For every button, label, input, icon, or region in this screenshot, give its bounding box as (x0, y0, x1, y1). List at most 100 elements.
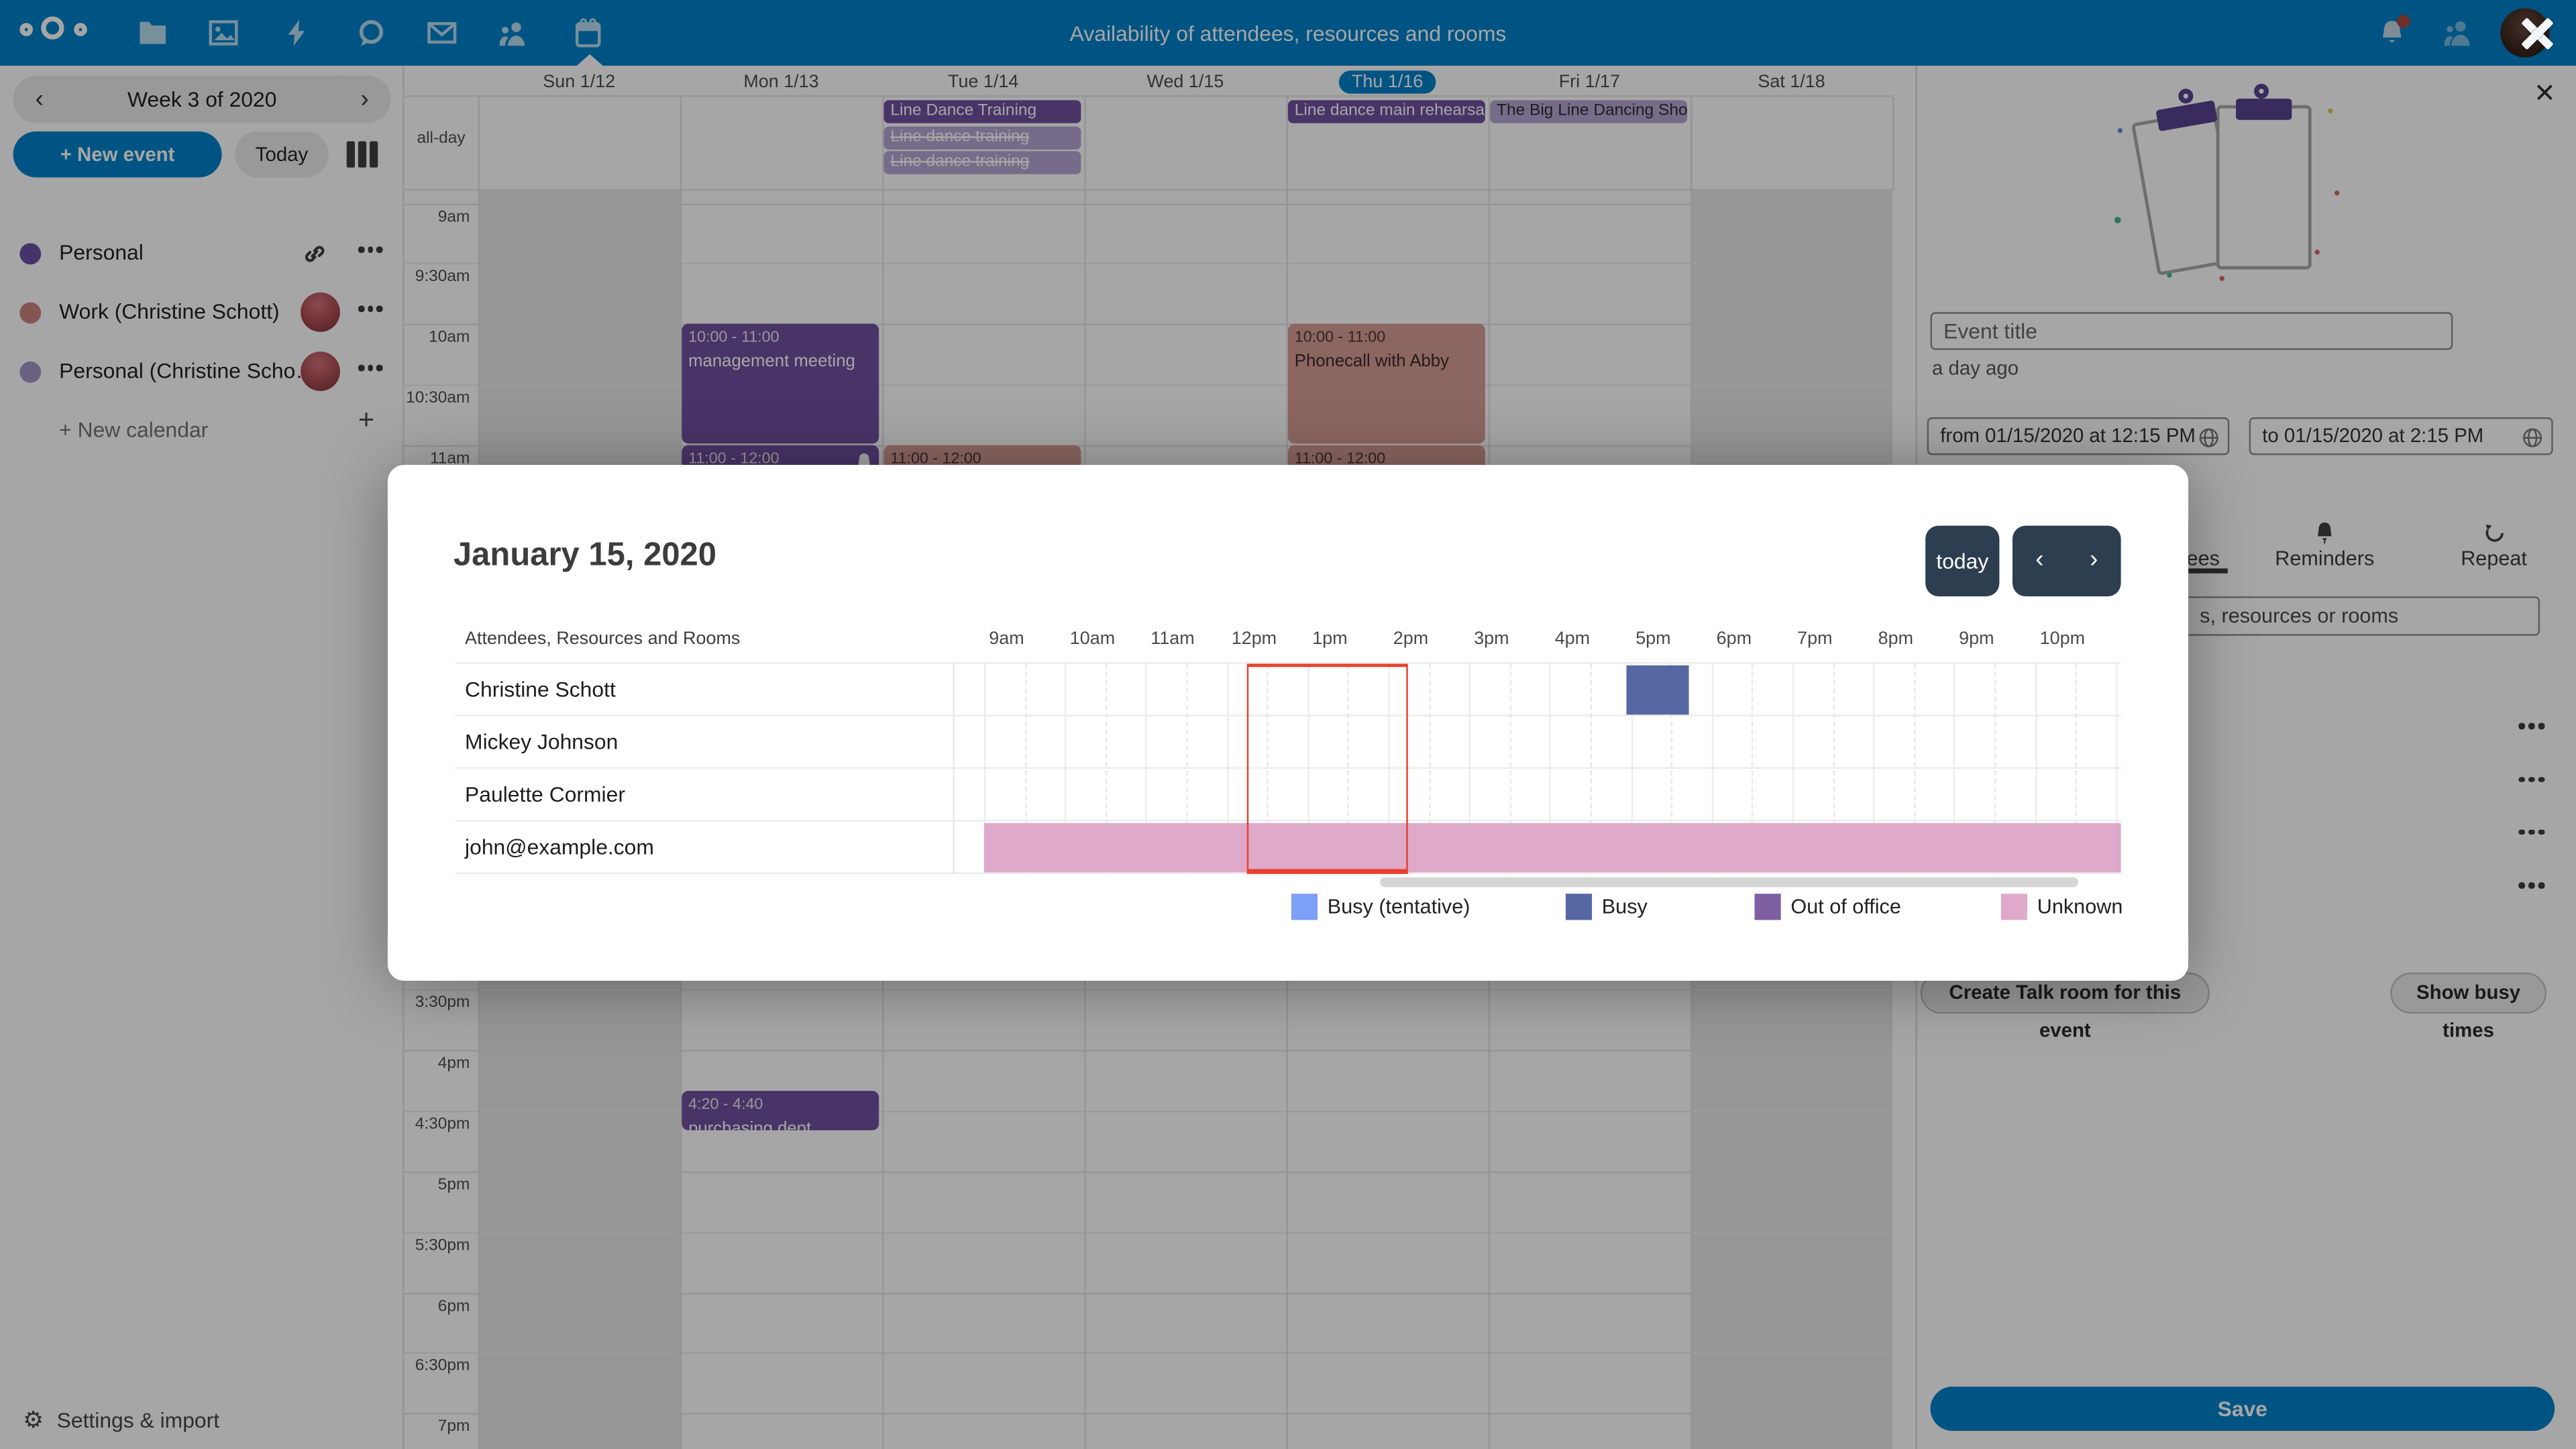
show-busy-times-button[interactable]: Show busy times (2390, 972, 2546, 1042)
allday-event[interactable]: The Big Line Dancing Show (1490, 100, 1688, 123)
week-event[interactable]: 10:00 - 11:00 Phonecall with Abby (1288, 323, 1485, 443)
availability-modal: January 15, 2020 today ‹ › Attendees, Re… (387, 465, 2189, 981)
today-day-pill: Thu 1/16 (1338, 70, 1436, 93)
time-axis-label: 9am (989, 629, 1024, 649)
week-event[interactable]: 10:00 - 11:00 management meeting (682, 323, 879, 443)
attendee-menu-icon[interactable] (2518, 720, 2544, 733)
calendar-color-dot (19, 242, 42, 264)
calendar-name: Personal (59, 239, 144, 265)
notification-dot (2397, 15, 2410, 28)
close-icon[interactable]: ✕ (2534, 80, 2556, 109)
calendar-menu-icon[interactable] (358, 246, 384, 260)
event-title: Phonecall with Abby (1294, 352, 1449, 372)
tab-repeat[interactable]: Repeat (2420, 523, 2567, 572)
talk-icon[interactable] (356, 18, 386, 48)
horizontal-scrollbar[interactable] (1380, 877, 2078, 888)
legend-label: Unknown (2037, 895, 2123, 918)
attendee-row-name: john@example.com (465, 835, 654, 859)
attendee-menu-icon[interactable] (2518, 879, 2544, 892)
tab-reminders[interactable]: Reminders (2251, 522, 2398, 572)
availability-grid[interactable] (958, 663, 2121, 874)
modal-nav-buttons[interactable]: ‹ › (2012, 525, 2121, 596)
time-axis-label: 8pm (1878, 629, 1914, 649)
time-gutter-label: 3:30pm (415, 994, 470, 1013)
activity-icon[interactable] (282, 18, 312, 48)
legend-swatch (1754, 894, 1781, 920)
next-week-icon[interactable]: › (360, 85, 369, 113)
attendee-menu-icon[interactable] (2518, 826, 2544, 839)
contacts-icon[interactable] (498, 18, 527, 48)
new-calendar-plus-icon[interactable]: + (358, 404, 375, 435)
previous-week-icon[interactable]: ‹ (35, 85, 44, 113)
allday-event[interactable]: Line Dance Training (883, 100, 1081, 123)
event-title: purchasing dept (688, 1118, 812, 1130)
share-link-icon[interactable] (303, 241, 327, 266)
attendee-row-name: Christine Schott (465, 676, 616, 702)
event-title-input[interactable]: Event title (1930, 312, 2453, 350)
mail-icon[interactable] (427, 18, 457, 48)
calendar-icon[interactable] (574, 18, 603, 48)
time-gutter-label: 7pm (437, 1418, 470, 1437)
nextcloud-logo-icon[interactable] (19, 13, 95, 53)
time-axis: 9am 10am 11am 12pm 1pm 2pm 3pm 4pm 5pm 6pm 7pm 8pm 9… (958, 625, 2121, 661)
selected-timeslot-outline (1246, 663, 1409, 874)
next-day-icon[interactable]: › (2090, 545, 2098, 574)
calendar-list-item[interactable]: Personal (Christine Scho… (0, 341, 404, 400)
attendee-menu-icon[interactable] (2518, 773, 2544, 786)
day-header-sun: Sun 1/12 (543, 71, 616, 91)
time-axis-label: 10am (1069, 629, 1116, 649)
allday-event[interactable]: Line dance main rehearsal (1288, 100, 1485, 123)
calendar-menu-icon[interactable] (358, 364, 384, 378)
contacts-menu-icon[interactable] (2443, 18, 2473, 48)
calendar-owner-avatar (301, 292, 340, 332)
legend-label: Busy (tentative) (1327, 895, 1470, 918)
files-icon[interactable] (138, 18, 168, 48)
end-datetime-input[interactable]: to 01/15/2020 at 2:15 PM (2249, 417, 2553, 455)
event-title: management meeting (688, 352, 855, 372)
time-axis-label: 12pm (1231, 629, 1277, 649)
time-axis-label: 3pm (1474, 629, 1509, 649)
day-header-mon: Mon 1/13 (743, 71, 819, 91)
timezone-globe-icon[interactable] (2198, 427, 2220, 449)
legend-label: Busy (1601, 895, 1648, 918)
week-switcher[interactable]: ‹ Week 3 of 2020 › (13, 75, 391, 123)
active-app-indicator (576, 54, 603, 66)
previous-day-icon[interactable]: ‹ (2035, 545, 2044, 574)
allday-event[interactable]: Line dance training (883, 151, 1081, 174)
availability-block-busy (1626, 665, 1689, 715)
day-header-sat: Sat 1/18 (1758, 71, 1825, 91)
time-axis-label: 11am (1150, 629, 1195, 649)
calendar-list-item[interactable]: Personal (0, 223, 404, 282)
bell-icon (2251, 522, 2398, 544)
time-axis-label: 10pm (2039, 629, 2086, 649)
modal-today-button[interactable]: today (1925, 525, 2000, 596)
new-calendar-button[interactable]: + New calendar (59, 417, 209, 442)
time-gutter-label: 6:30pm (415, 1357, 470, 1376)
time-gutter-label: 10am (429, 329, 470, 347)
mouse-cursor-x (2512, 8, 2561, 57)
calendar-menu-icon[interactable] (358, 305, 384, 319)
repeat-icon (2420, 523, 2567, 544)
view-toggle-icon[interactable] (346, 141, 378, 168)
time-axis-label: 9pm (1959, 629, 1994, 649)
settings-import-button[interactable]: ⚙ Settings & import (23, 1406, 220, 1433)
event-time-label: 10:00 - 11:00 (1294, 329, 1386, 347)
save-button[interactable]: Save (1930, 1386, 2555, 1432)
photos-icon[interactable] (209, 18, 238, 48)
day-header-wed: Wed 1/15 (1146, 71, 1224, 91)
last-modified-label: a day ago (1932, 356, 2019, 380)
allday-event[interactable]: Line dance training (883, 125, 1081, 149)
time-gutter-label: 9am (437, 207, 470, 226)
notifications-bell-icon[interactable] (2377, 15, 2410, 48)
week-event[interactable]: 4:20 - 4:40 purchasing dept (682, 1090, 879, 1130)
today-button[interactable]: Today (235, 131, 329, 178)
event-time-label: 4:20 - 4:40 (688, 1095, 763, 1114)
calendar-list-item[interactable]: Work (Christine Schott) (0, 282, 404, 341)
timezone-globe-icon[interactable] (2522, 427, 2543, 449)
calendar-owner-avatar (301, 352, 340, 391)
week-label: Week 3 of 2020 (127, 87, 277, 112)
new-event-button[interactable]: + New event (13, 131, 222, 178)
allday-label: all-day (417, 129, 466, 148)
start-datetime-input[interactable]: from 01/15/2020 at 12:15 PM (1927, 417, 2230, 455)
attendees-table-header: Attendees, Resources and Rooms (465, 629, 741, 649)
